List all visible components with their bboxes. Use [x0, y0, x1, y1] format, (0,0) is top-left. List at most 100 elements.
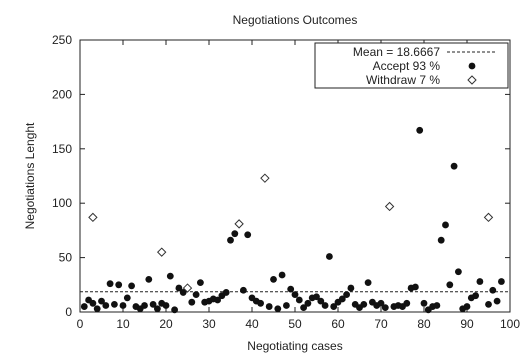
accept-point: [257, 299, 264, 307]
accept-point: [450, 162, 458, 170]
accept-point: [240, 286, 247, 294]
withdraw-point: [156, 247, 167, 257]
accept-point: [330, 303, 338, 310]
withdraw-point: [182, 283, 193, 293]
accept-point: [326, 253, 333, 260]
accept-point: [295, 296, 303, 304]
accept-point: [283, 302, 290, 309]
accept-point: [287, 285, 295, 293]
y-tick-label: 150: [52, 142, 72, 156]
accept-point: [455, 268, 462, 276]
accept-point: [416, 126, 424, 134]
accept-point: [197, 279, 204, 287]
accept-point: [442, 221, 449, 229]
y-tick-label: 200: [52, 87, 72, 101]
accept-point: [270, 275, 277, 283]
x-tick-label: 30: [202, 317, 216, 331]
axis-ticks: 0 10 20 30 40 50 60 70 80 90 100 0 50 100 150 200 250: [52, 33, 520, 331]
accept-point: [446, 281, 454, 289]
x-tick-label: 0: [77, 317, 84, 331]
accept-point: [313, 293, 320, 301]
accept-point: [485, 300, 492, 308]
accept-point: [300, 304, 307, 312]
accept-point: [265, 303, 273, 310]
withdraw-point: [483, 212, 494, 223]
accept-point: [119, 302, 127, 309]
x-tick-label: 40: [245, 317, 259, 331]
withdraw-point: [384, 201, 395, 212]
legend-mean-label: Mean = 18.6667: [353, 45, 440, 59]
accept-point: [498, 278, 505, 285]
withdraw-point: [88, 212, 98, 223]
accept-point: [166, 272, 174, 280]
accept-point: [244, 231, 252, 239]
accept-point: [291, 291, 299, 298]
x-axis-label: Negotiating cases: [247, 339, 342, 353]
accept-point: [364, 279, 372, 287]
accept-point: [463, 303, 471, 310]
accept-point: [188, 298, 196, 306]
x-tick-label: 90: [460, 317, 474, 331]
y-tick-label: 50: [59, 251, 73, 265]
accept-point: [227, 236, 234, 244]
accept-point: [175, 284, 183, 292]
accept-point: [149, 300, 157, 308]
legend: Mean = 18.6667 Accept 93 % Withdraw 7 %: [314, 42, 509, 89]
accept-point: [145, 275, 153, 283]
accept-point: [278, 271, 286, 279]
accept-point: [80, 303, 88, 310]
accept-point: [377, 299, 385, 307]
accept-point: [89, 299, 97, 307]
accept-point: [403, 299, 411, 307]
accept-point: [128, 282, 136, 290]
accept-point: [214, 296, 222, 304]
y-tick-label: 100: [52, 196, 72, 210]
accept-point: [360, 300, 368, 308]
accept-point: [437, 236, 445, 244]
accept-point: [343, 291, 350, 298]
accept-point: [102, 302, 110, 309]
legend-withdraw-label: Withdraw 7 %: [366, 73, 440, 87]
accept-point: [274, 305, 282, 313]
accept-point: [179, 289, 187, 296]
accept-point: [111, 300, 118, 308]
legend-accept-marker: [468, 62, 476, 70]
x-tick-label: 80: [417, 317, 431, 331]
accept-point: [493, 297, 501, 305]
chart-title: Negotiations Outcomes: [233, 13, 358, 27]
accept-point: [489, 286, 497, 294]
accept-point: [317, 297, 325, 305]
accept-point: [93, 305, 101, 313]
legend-withdraw-marker: [467, 75, 477, 85]
accept-point: [347, 284, 355, 292]
legend-accept-label: Accept 93 %: [373, 59, 441, 73]
data-points: [80, 126, 505, 314]
y-axis-label: Negotiations Lenght: [23, 122, 37, 229]
withdraw-point: [234, 219, 244, 229]
accept-point: [106, 280, 114, 288]
accept-point: [115, 281, 123, 289]
accept-point: [420, 299, 428, 307]
accept-point: [476, 278, 484, 285]
accept-point: [171, 306, 179, 314]
accept-point: [472, 292, 479, 300]
accept-point: [154, 305, 161, 313]
accept-point: [141, 302, 148, 309]
accept-point: [338, 295, 346, 303]
accept-point: [123, 294, 131, 302]
withdraw-point: [260, 173, 270, 183]
x-tick-label: 100: [500, 317, 520, 331]
accept-point: [162, 302, 170, 309]
x-tick-label: 60: [331, 317, 345, 331]
x-tick-label: 10: [116, 317, 130, 331]
accept-point: [98, 297, 105, 305]
accept-point: [231, 230, 239, 238]
x-tick-label: 50: [288, 317, 302, 331]
accept-point: [321, 302, 329, 309]
y-tick-label: 0: [65, 305, 72, 319]
accept-point: [412, 283, 419, 291]
accept-point: [304, 299, 312, 307]
x-tick-label: 70: [374, 317, 388, 331]
accept-point: [381, 304, 389, 312]
